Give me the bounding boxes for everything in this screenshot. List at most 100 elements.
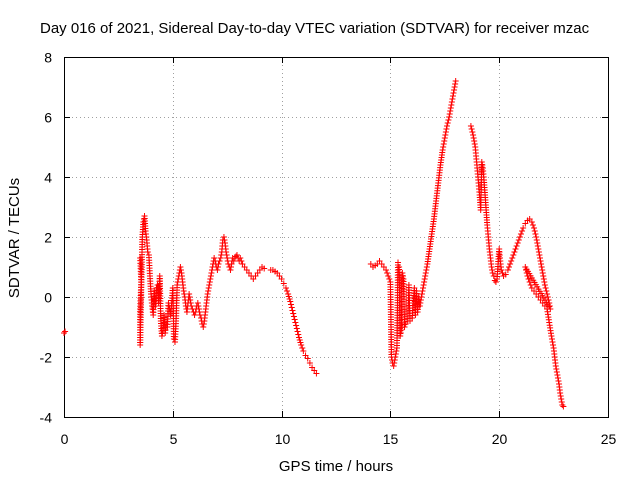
data-point-marker	[206, 279, 213, 285]
data-point-marker	[233, 252, 240, 258]
data-point-marker	[489, 270, 496, 276]
data-point-marker	[291, 316, 298, 323]
data-point-marker	[449, 93, 456, 99]
data-point-marker	[540, 276, 547, 282]
data-point-marker	[535, 246, 542, 252]
data-point-marker	[544, 291, 551, 297]
data-point-marker	[538, 264, 545, 270]
data-point-marker	[554, 372, 561, 378]
data-point-marker	[200, 321, 207, 327]
grid	[64, 57, 608, 417]
data-point-marker	[539, 270, 546, 276]
y-tick-label: 2	[44, 230, 52, 246]
data-point-marker	[446, 111, 453, 117]
data-point-marker	[207, 276, 214, 282]
data-point-marker	[479, 162, 486, 168]
data-point-marker	[288, 301, 295, 308]
data-point-marker	[447, 108, 454, 114]
data-point-marker	[533, 237, 540, 243]
data-point-marker	[439, 147, 446, 153]
data-point-marker	[421, 276, 428, 282]
data-point-marker	[511, 249, 518, 255]
data-point-marker	[444, 120, 451, 126]
data-point-marker	[467, 123, 474, 129]
data-point-marker	[195, 303, 202, 309]
data-point-marker	[441, 138, 448, 144]
data-point-marker	[158, 333, 165, 339]
data-point-marker	[418, 291, 425, 297]
data-point-marker	[560, 403, 567, 410]
data-point-marker	[449, 96, 456, 102]
data-point-marker	[214, 264, 221, 270]
data-point-marker	[177, 264, 184, 270]
data-point-marker	[205, 285, 212, 291]
data-point-marker	[217, 255, 224, 261]
data-point-marker	[224, 255, 231, 261]
data-point-marker	[492, 279, 499, 285]
data-point-marker	[442, 132, 449, 138]
data-point-marker	[510, 252, 517, 258]
data-point-marker	[216, 258, 223, 264]
data-point-marker	[417, 300, 424, 306]
data-point-marker	[180, 288, 187, 294]
data-point-marker	[534, 240, 541, 246]
data-point-marker	[543, 288, 550, 294]
data-point-marker	[228, 264, 235, 270]
data-point-marker	[520, 225, 527, 231]
data-point-marker	[416, 303, 423, 309]
data-point-marker	[522, 264, 529, 270]
data-point-marker	[535, 249, 542, 255]
data-point-marker	[392, 351, 399, 357]
data-point-marker	[488, 264, 495, 270]
data-point-marker	[507, 261, 514, 267]
data-point-marker	[306, 360, 313, 366]
data-point-marker	[504, 267, 511, 273]
data-point-marker	[220, 234, 227, 240]
data-point-marker	[299, 345, 306, 351]
chart-title: Day 016 of 2021, Sidereal Day-to-day VTE…	[40, 20, 590, 37]
data-point-marker	[422, 270, 429, 276]
data-point-marker	[300, 348, 307, 354]
data-point-marker	[227, 267, 234, 273]
y-tick-label: 6	[44, 110, 52, 126]
data-point-marker	[290, 313, 297, 320]
data-point-marker	[553, 366, 560, 372]
axis-ticks	[64, 57, 609, 418]
data-point-marker	[557, 393, 564, 399]
data-point-marker	[304, 355, 311, 362]
data-point-marker	[215, 261, 222, 267]
data-point-marker	[187, 300, 194, 306]
data-point-marker	[447, 105, 454, 111]
data-point-marker	[206, 282, 213, 288]
data-point-marker	[558, 396, 565, 402]
data-point-marker	[419, 288, 426, 294]
data-point-marker	[557, 390, 564, 396]
data-point-marker	[471, 141, 478, 147]
data-point-marker	[384, 270, 391, 276]
data-point-marker	[289, 307, 296, 314]
data-point-marker	[533, 234, 540, 240]
y-tick-label: -2	[40, 350, 53, 366]
data-point-marker	[395, 259, 402, 266]
data-point-marker	[174, 282, 181, 288]
data-point-marker	[391, 357, 398, 363]
data-point-marker	[187, 297, 194, 303]
data-point-marker	[420, 285, 427, 291]
data-point-marker	[423, 264, 430, 270]
data-point-marker	[443, 126, 450, 132]
x-tick-label: 25	[601, 431, 617, 447]
data-point-marker	[61, 330, 67, 336]
y-tick-label: 8	[44, 50, 52, 66]
data-point-marker	[525, 276, 532, 282]
data-point-marker	[197, 312, 203, 318]
data-point-marker	[537, 255, 543, 261]
data-point-marker	[261, 265, 268, 272]
data-point-marker	[207, 273, 214, 279]
data-point-marker	[422, 273, 429, 279]
data-point-marker	[191, 312, 198, 318]
data-point-marker	[293, 322, 300, 329]
data-point-marker	[144, 249, 151, 255]
data-point-marker	[541, 282, 548, 288]
data-point-marker	[558, 399, 565, 405]
data-point-marker	[537, 258, 544, 264]
